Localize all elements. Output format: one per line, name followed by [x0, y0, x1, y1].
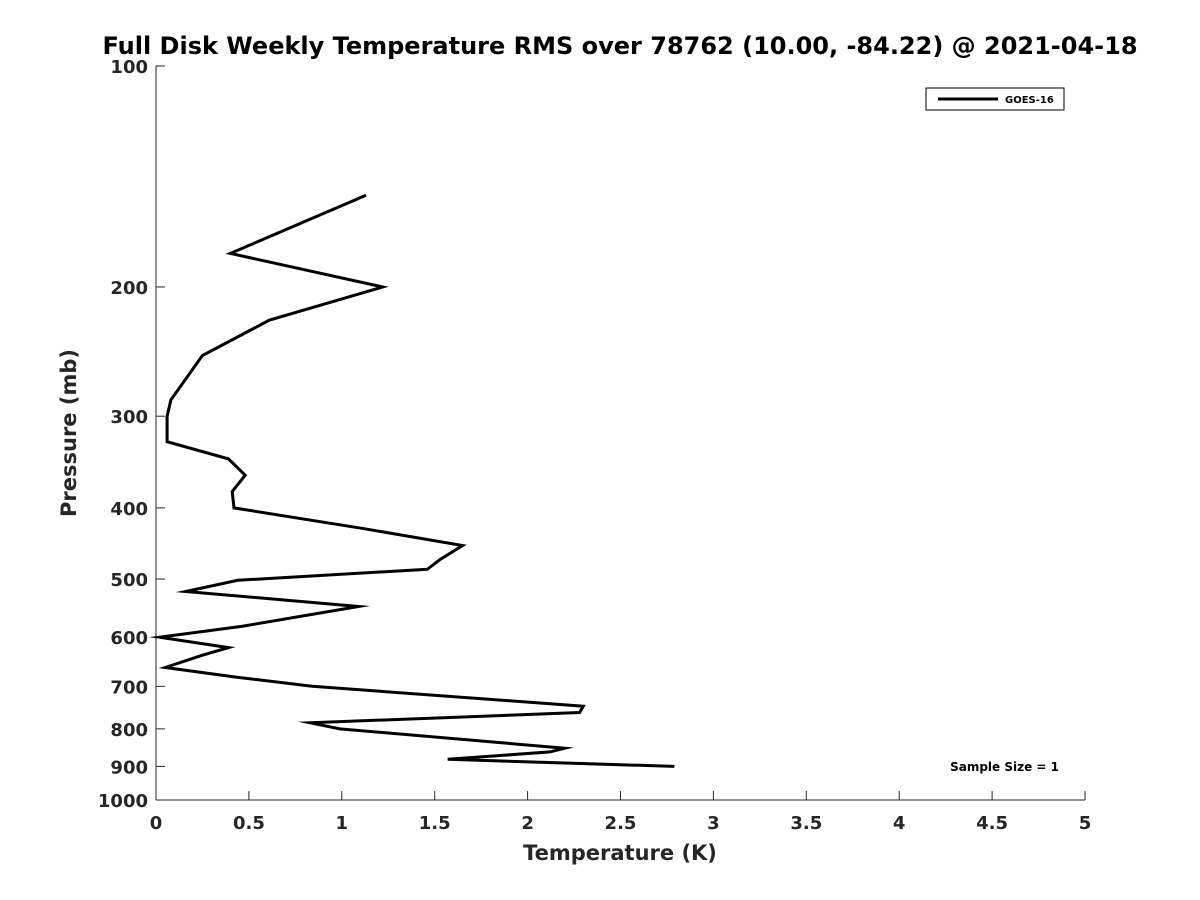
x-tick-label: 1 [336, 813, 349, 834]
x-tick-label: 1.5 [419, 813, 451, 834]
series-line-goes-16 [149, 193, 675, 768]
y-axis-label: Pressure (mb) [57, 349, 81, 517]
y-tick-label: 200 [110, 278, 148, 299]
x-axis-ticks: 0 0.5 1 1.5 2 2.5 3 3.5 4 4.5 5 [150, 791, 1092, 834]
series-lines [149, 193, 675, 768]
x-tick-label: 3.5 [790, 813, 822, 834]
x-axis-label: Temperature (K) [523, 841, 717, 865]
y-tick-label: 600 [110, 628, 148, 649]
x-tick-label: 2.5 [605, 813, 637, 834]
y-tick-label: 700 [110, 677, 148, 698]
y-tick-label: 900 [110, 757, 148, 778]
legend: GOES-16 [925, 87, 1065, 111]
x-tick-label: 0 [150, 813, 163, 834]
y-axis-ticks: 100 200 300 400 500 600 700 800 900 1000 [98, 57, 165, 812]
chart-title: Full Disk Weekly Temperature RMS over 78… [102, 32, 1137, 60]
y-tick-label: 300 [110, 407, 148, 428]
x-tick-label: 0.5 [233, 813, 265, 834]
y-tick-label: 500 [110, 570, 148, 591]
sample-size-annotation: Sample Size = 1 [950, 760, 1059, 774]
y-tick-label: 1000 [98, 791, 148, 812]
x-tick-label: 5 [1079, 813, 1092, 834]
x-tick-label: 3 [707, 813, 720, 834]
x-tick-label: 4 [893, 813, 906, 834]
legend-label-goes-16: GOES-16 [1005, 95, 1054, 106]
y-tick-label: 800 [110, 720, 148, 741]
y-tick-label: 400 [110, 499, 148, 520]
y-tick-label: 100 [110, 57, 148, 78]
x-tick-label: 2 [521, 813, 534, 834]
x-tick-label: 4.5 [976, 813, 1008, 834]
